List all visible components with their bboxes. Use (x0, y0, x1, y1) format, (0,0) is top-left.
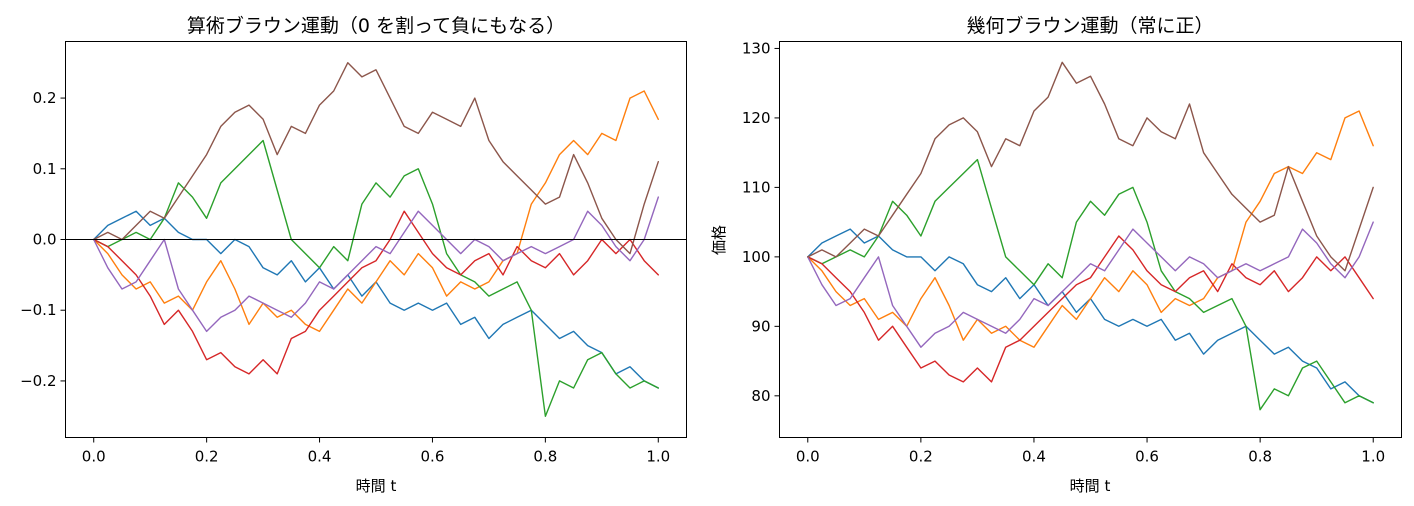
left-y-tick-label: 0.0 (33, 231, 57, 249)
left-x-tick-label: 0.2 (195, 448, 219, 466)
right-series-line-1 (807, 228, 1374, 404)
left-chart-title: 算術ブラウン運動（0 を割って負にもなる） (187, 14, 565, 37)
left-series-line-3 (92, 139, 659, 417)
right-y-tick-label: 90 (751, 317, 770, 335)
right-chart-title: 幾何ブラウン運動（常に正） (966, 14, 1213, 37)
right-series-line-3 (807, 158, 1374, 411)
right-x-tick-label: 0.8 (1248, 448, 1272, 466)
left-chart-panel: 算術ブラウン運動（0 を割って負にもなる） 0.0 0.2 0.4 0.6 0.8 1.0… (20, 14, 687, 495)
right-plot-area (807, 61, 1374, 411)
right-x-axis-label: 時間 t (1070, 477, 1111, 495)
right-ticks: 0.0 0.2 0.4 0.6 0.8 1.0 80 90 100 110 120 130 (742, 39, 1385, 465)
right-chart-panel: 幾何ブラウン運動（常に正） 0.0 0.2 0.4 0.6 0.8 1.0 80 90 100 1… (710, 14, 1402, 495)
right-x-tick-label: 0.2 (909, 448, 933, 466)
right-series-line-4 (807, 235, 1374, 383)
right-x-tick-label: 0.0 (796, 448, 820, 466)
left-series-line-5 (92, 196, 659, 333)
right-series-line-2 (807, 110, 1374, 348)
left-x-tick-label: 0.6 (421, 448, 445, 466)
right-y-tick-label: 110 (742, 178, 771, 196)
left-y-tick-label: −0.1 (20, 301, 56, 319)
right-series-line-6 (807, 61, 1374, 272)
right-x-tick-label: 0.6 (1135, 448, 1159, 466)
right-series-line-5 (807, 221, 1374, 348)
left-y-tick-label: −0.2 (20, 372, 56, 390)
right-x-tick-label: 0.4 (1022, 448, 1046, 466)
left-series-line-4 (92, 210, 659, 375)
right-y-tick-label: 120 (742, 109, 771, 127)
right-y-axis-label: 価格 (710, 225, 728, 255)
left-plot-area (65, 62, 687, 417)
left-x-tick-label: 0.4 (308, 448, 332, 466)
right-y-tick-label: 80 (751, 387, 770, 405)
left-x-tick-label: 1.0 (646, 448, 670, 466)
right-y-tick-label: 100 (742, 248, 771, 266)
left-x-tick-label: 0.0 (82, 448, 106, 466)
left-series-line-2 (92, 90, 659, 333)
left-ticks: 0.0 0.2 0.4 0.6 0.8 1.0 −0.2 −0.1 0.0 0.1 0.2 (20, 89, 670, 465)
right-x-tick-label: 1.0 (1361, 448, 1385, 466)
left-series-line-6 (92, 62, 659, 255)
left-x-axis-label: 時間 t (356, 477, 397, 495)
right-axes-frame (779, 41, 1402, 438)
left-y-tick-label: 0.2 (33, 89, 57, 107)
left-x-tick-label: 0.8 (533, 448, 557, 466)
left-y-tick-label: 0.1 (33, 160, 57, 178)
left-axes-frame (65, 41, 687, 438)
right-y-tick-label: 130 (742, 39, 771, 57)
left-series-line-1 (92, 210, 659, 389)
